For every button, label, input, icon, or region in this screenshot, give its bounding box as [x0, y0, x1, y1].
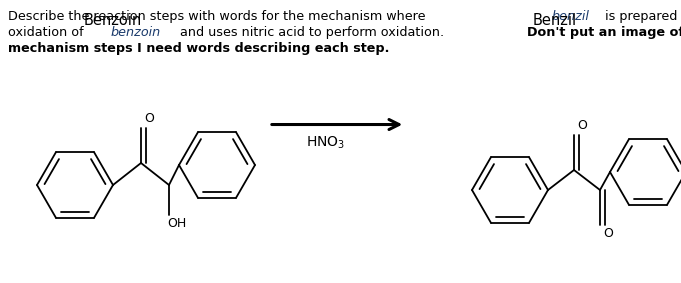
Text: oxidation of: oxidation of: [8, 26, 88, 39]
Text: and uses nitric acid to perform oxidation.: and uses nitric acid to perform oxidatio…: [176, 26, 447, 39]
Text: benzil: benzil: [552, 10, 590, 23]
Text: Benzoin: Benzoin: [83, 13, 142, 28]
Text: Benzil: Benzil: [533, 13, 577, 28]
Text: Describe the reaction steps with words for the mechanism where: Describe the reaction steps with words f…: [8, 10, 430, 23]
Text: Don't put an image of the: Don't put an image of the: [526, 26, 681, 39]
Text: mechanism steps I need words describing each step.: mechanism steps I need words describing …: [8, 42, 390, 55]
Text: OH: OH: [167, 217, 186, 230]
Text: O: O: [603, 227, 613, 240]
Text: O: O: [577, 119, 587, 132]
Text: HNO$_3$: HNO$_3$: [306, 135, 345, 151]
Text: is prepared by the: is prepared by the: [601, 10, 681, 23]
Text: O: O: [144, 112, 154, 125]
Text: benzoin: benzoin: [111, 26, 161, 39]
